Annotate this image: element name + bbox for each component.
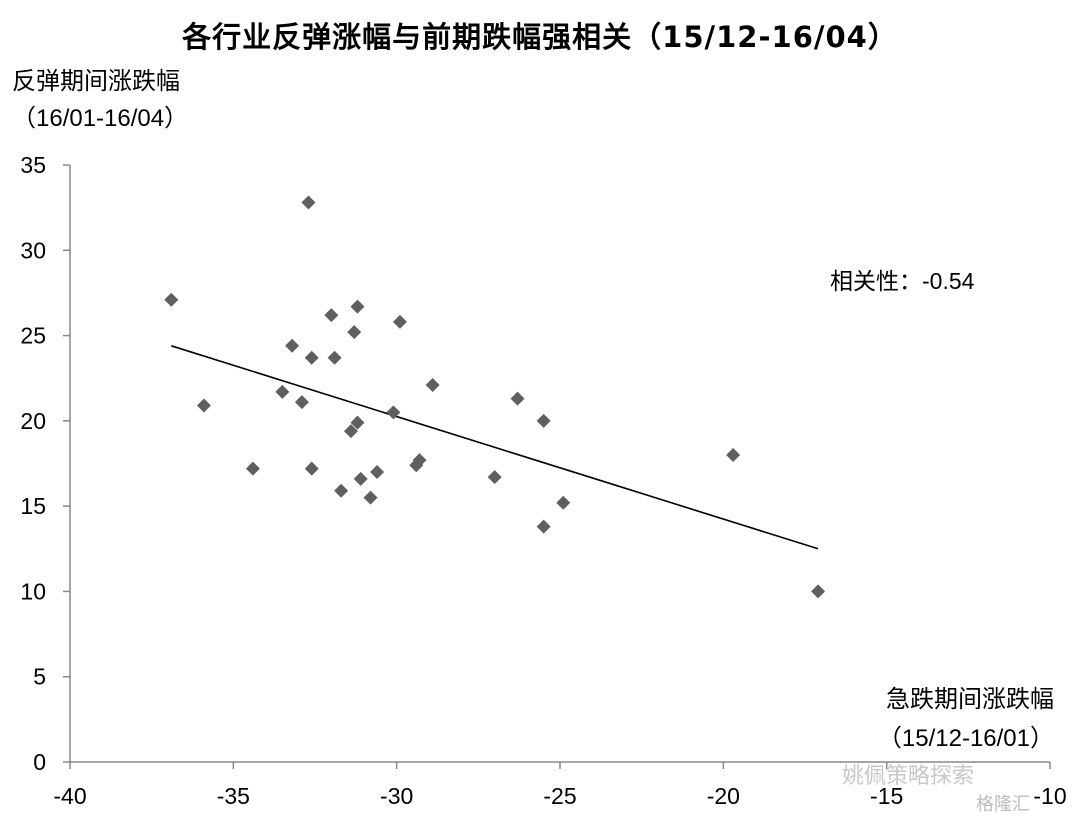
y-axis-label: 反弹期间涨跌幅 bbox=[12, 67, 180, 95]
data-point bbox=[556, 495, 571, 510]
data-point bbox=[536, 413, 551, 428]
data-point bbox=[334, 483, 349, 498]
y-tick-label: 35 bbox=[20, 152, 46, 178]
data-point bbox=[353, 471, 368, 486]
data-point bbox=[425, 378, 440, 393]
data-point bbox=[275, 384, 290, 399]
y-tick-label: 20 bbox=[20, 408, 46, 434]
y-tick-label: 25 bbox=[20, 323, 46, 349]
data-point bbox=[536, 519, 551, 534]
data-point bbox=[327, 350, 342, 365]
watermark-text: 姚佩策略探索 bbox=[842, 764, 975, 789]
y-tick-label: 0 bbox=[33, 749, 46, 775]
x-tick-label: -25 bbox=[543, 783, 576, 809]
data-point bbox=[386, 405, 401, 420]
data-point bbox=[304, 350, 319, 365]
data-point bbox=[164, 292, 179, 307]
data-point bbox=[285, 338, 300, 353]
data-point bbox=[811, 584, 826, 599]
y-tick-label: 30 bbox=[20, 237, 46, 263]
data-point bbox=[196, 398, 211, 413]
data-point bbox=[347, 325, 362, 340]
chart-title: 各行业反弹涨幅与前期跌幅强相关（15/12-16/04） bbox=[182, 20, 898, 54]
x-tick-label: -20 bbox=[707, 783, 740, 809]
data-point bbox=[370, 465, 385, 480]
data-point bbox=[324, 308, 339, 323]
x-tick-label: -30 bbox=[380, 783, 413, 809]
data-point bbox=[301, 195, 316, 210]
y-axis-label-period: （16/01-16/04） bbox=[12, 105, 189, 132]
correlation-annotation: 相关性：-0.54 bbox=[830, 262, 974, 296]
data-point bbox=[304, 461, 319, 476]
data-point bbox=[350, 299, 365, 314]
data-point bbox=[392, 314, 407, 329]
correlation-value: -0.54 bbox=[922, 268, 975, 294]
data-point bbox=[487, 470, 502, 485]
data-point bbox=[343, 424, 358, 439]
x-tick-label: -40 bbox=[53, 783, 86, 809]
y-tick-label: 10 bbox=[20, 578, 46, 604]
x-axis-label-period: （15/12-16/01） bbox=[877, 725, 1054, 752]
y-tick-label: 15 bbox=[20, 493, 46, 519]
data-point bbox=[363, 490, 378, 505]
x-axis-label: 急跌期间涨跌幅 bbox=[886, 685, 1054, 713]
data-point bbox=[510, 391, 525, 406]
watermark-logo: 格隆汇 bbox=[976, 794, 1030, 815]
correlation-label: 相关性： bbox=[830, 269, 922, 295]
data-point bbox=[350, 415, 365, 430]
x-tick-label: -35 bbox=[217, 783, 250, 809]
data-point bbox=[245, 461, 260, 476]
x-tick-label: -15 bbox=[870, 783, 903, 809]
trendline bbox=[171, 345, 819, 550]
x-tick-label: -10 bbox=[1033, 783, 1066, 809]
data-point bbox=[412, 453, 427, 468]
y-tick-label: 5 bbox=[33, 664, 46, 690]
data-point bbox=[294, 395, 309, 410]
data-point bbox=[726, 447, 741, 462]
